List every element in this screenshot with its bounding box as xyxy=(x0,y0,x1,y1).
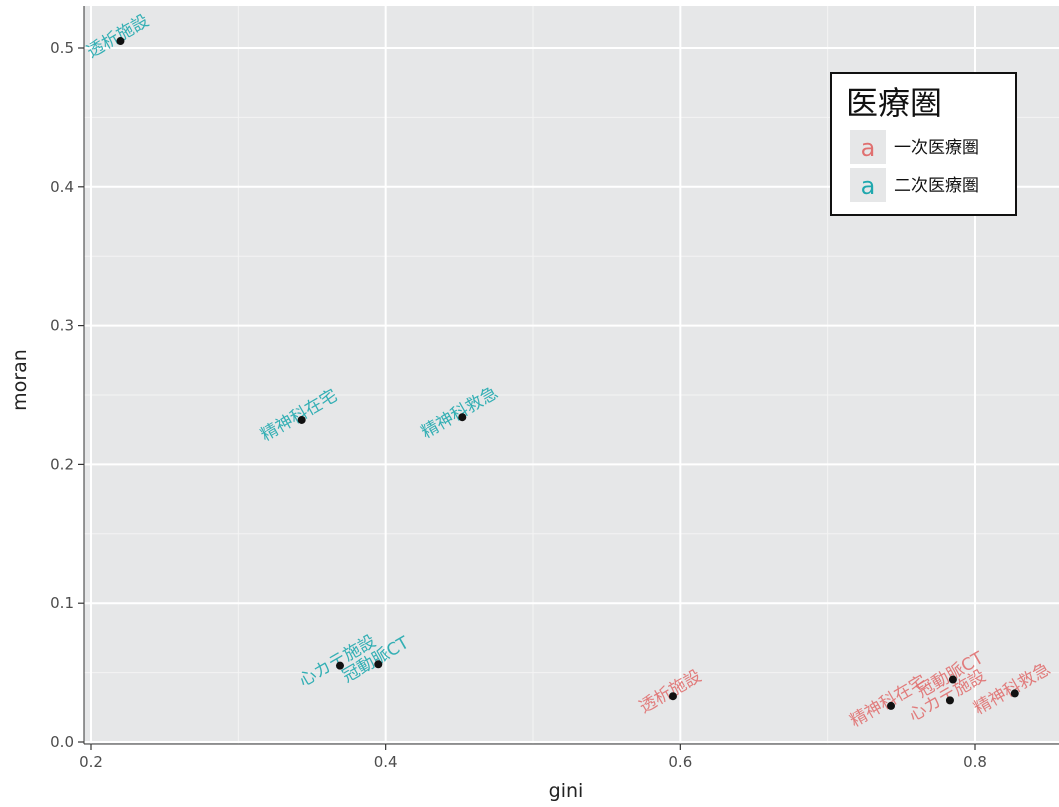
y-axis-title: moran xyxy=(9,349,31,411)
y-tick-label: 0.3 xyxy=(50,317,74,335)
grid-minor xyxy=(84,6,1059,744)
y-tick-label: 0.1 xyxy=(50,594,74,612)
data-point xyxy=(887,701,896,710)
y-tick-label: 0.2 xyxy=(50,455,74,473)
x-tick-label: 0.2 xyxy=(79,753,103,771)
legend-label-2: 二次医療圏 xyxy=(894,176,979,196)
data-point xyxy=(668,692,677,701)
y-tick-label: 0.0 xyxy=(50,733,74,751)
data-point xyxy=(297,415,306,424)
x-axis-title: gini xyxy=(549,780,584,802)
axis-ticks: 0.2 0.4 0.6 0.8 0.0 0.1 0.2 0.3 0.4 0.5 xyxy=(50,6,1059,771)
legend-label-1: 一次医療圏 xyxy=(894,138,979,158)
x-tick-label: 0.8 xyxy=(963,753,987,771)
points xyxy=(116,37,1019,710)
legend-key-bg-1 xyxy=(850,130,886,164)
y-tick-label: 0.5 xyxy=(50,39,74,57)
y-tick-label: 0.4 xyxy=(50,178,74,196)
legend-title: 医療圏 xyxy=(846,84,942,122)
grid-major xyxy=(84,6,1059,744)
x-tick-label: 0.4 xyxy=(374,753,398,771)
data-point xyxy=(458,413,467,422)
data-point xyxy=(116,37,125,46)
data-point xyxy=(948,675,957,684)
data-point xyxy=(374,660,383,669)
legend-key-2: a xyxy=(861,172,876,200)
data-point xyxy=(335,661,344,670)
data-point xyxy=(945,696,954,705)
data-point xyxy=(1010,689,1019,698)
legend-key-bg-2 xyxy=(850,168,886,202)
x-tick-label: 0.6 xyxy=(668,753,692,771)
legend: 医療圏 a a 一次医療圏 二次医療圏 xyxy=(830,72,1017,216)
legend-key-1: a xyxy=(861,134,876,162)
